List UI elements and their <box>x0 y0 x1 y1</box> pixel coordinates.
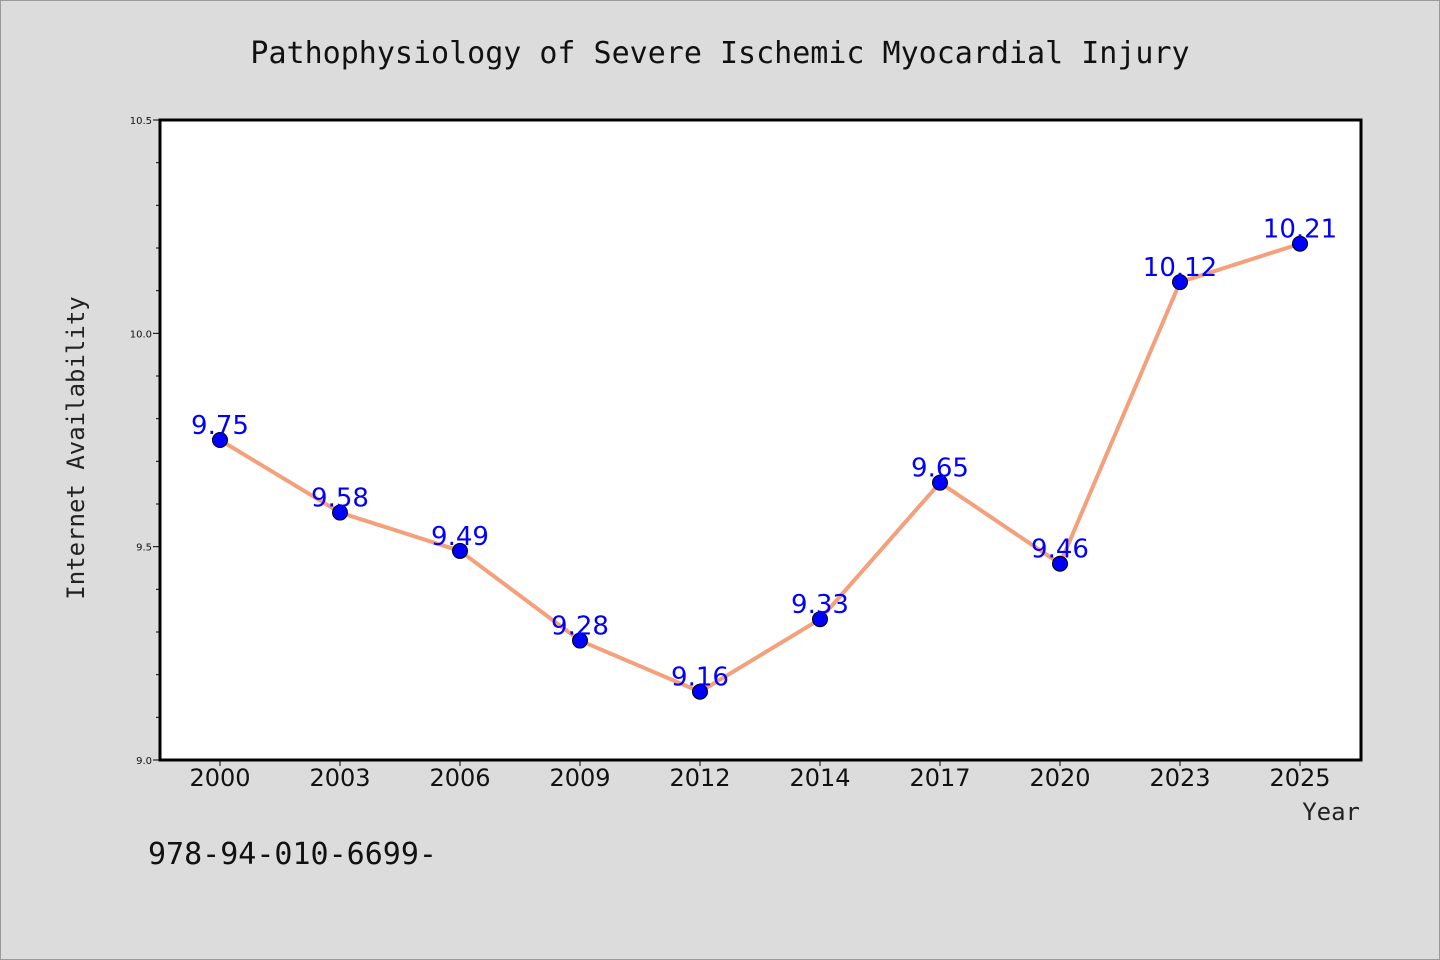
x-tick-label: 2003 <box>309 764 370 792</box>
plot-border <box>158 118 1363 762</box>
data-point <box>1052 555 1068 572</box>
data-label: 9.65 <box>911 454 969 484</box>
plot-area <box>160 120 1361 760</box>
data-point <box>932 474 948 491</box>
y-tick-label: 10.0 <box>130 329 152 340</box>
data-point <box>452 542 468 559</box>
data-point <box>812 611 828 628</box>
x-tick-label: 2023 <box>1149 764 1210 792</box>
series-markers <box>212 235 1308 700</box>
x-tick-label: 2009 <box>549 764 610 792</box>
data-label: 9.16 <box>671 663 729 693</box>
x-tick-label: 2020 <box>1029 764 1090 792</box>
data-label: 9.49 <box>431 522 489 552</box>
data-label: 9.46 <box>1031 535 1089 565</box>
chart-title: Pathophysiology of Severe Ischemic Myoca… <box>250 36 1189 71</box>
data-point <box>332 504 348 521</box>
data-label: 10.12 <box>1143 253 1217 283</box>
x-tick-label: 2012 <box>669 764 730 792</box>
data-label: 9.58 <box>311 484 369 514</box>
x-axis-label: Year <box>1302 798 1360 826</box>
x-tick-label: 2025 <box>1269 764 1330 792</box>
x-tick-label: 2000 <box>189 764 250 792</box>
data-point <box>1292 235 1308 252</box>
data-point <box>1172 274 1188 291</box>
data-label: 9.33 <box>791 590 849 620</box>
x-tick-label: 2006 <box>429 764 490 792</box>
data-label: 9.28 <box>551 612 609 642</box>
x-tick-label: 2017 <box>909 764 970 792</box>
y-axis-label: Internet Availability <box>62 296 90 599</box>
data-point <box>572 632 588 649</box>
data-labels: 9.75 9.58 9.49 9.28 9.16 9.33 9.65 9.46 10.12 10.… <box>191 215 1337 693</box>
footer-text: 978-94-010-6699- <box>148 837 437 872</box>
data-point <box>212 432 228 448</box>
y-tick-label: 9.5 <box>136 543 152 554</box>
x-axis-ticks: 2000 2003 2006 2009 2012 2014 2017 2020 2023 2025 <box>189 760 1331 792</box>
x-tick-label: 2014 <box>789 764 850 792</box>
y-axis-ticks: 9.0 9.5 10.0 10.5 <box>130 116 160 767</box>
data-label: 9.75 <box>191 411 249 441</box>
y-tick-label: 10.5 <box>130 116 152 127</box>
series-line <box>218 241 1302 694</box>
data-label: 10.21 <box>1263 215 1337 245</box>
y-tick-label: 9.0 <box>136 756 152 767</box>
data-point <box>692 683 708 700</box>
